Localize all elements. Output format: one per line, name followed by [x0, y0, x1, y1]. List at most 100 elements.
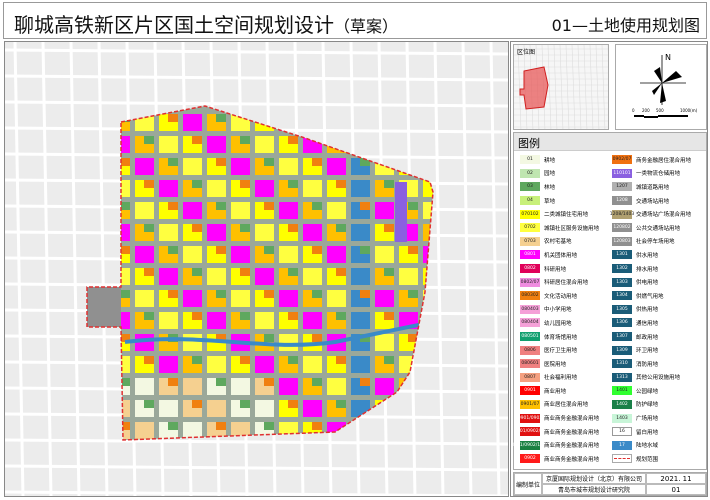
unit-label: 编制单位 [514, 473, 542, 495]
legend-item: 1208 交通场站用地 [612, 194, 708, 208]
legend-label: 园地 [544, 171, 556, 178]
land-parcel [255, 400, 274, 417]
legend-swatch: 080501 [520, 332, 540, 342]
land-parcel [384, 180, 394, 188]
land-parcel [168, 290, 178, 298]
legend-label: 陆地水域 [636, 443, 659, 450]
land-parcel [303, 400, 322, 417]
land-parcel [159, 400, 178, 417]
land-parcel [336, 268, 346, 276]
date: 2021. 11 [646, 473, 706, 484]
legend-swatch: 080404 [520, 318, 540, 328]
land-parcel [192, 356, 202, 364]
legend-swatch: 1305 [612, 304, 632, 314]
north-label: N [665, 53, 671, 62]
legend-label: 社会停车场用地 [636, 239, 675, 246]
legend-label: 供热用地 [636, 307, 659, 314]
legend-item: 0702 城镇社区服务设施用地 [520, 221, 616, 235]
land-parcel [159, 268, 178, 285]
legend-item: 1401 公园绿地 [612, 384, 708, 398]
land-parcel [144, 400, 154, 408]
land-parcel [312, 290, 322, 298]
legend-swatch: 0901/0902 [517, 413, 543, 423]
legend-label: 公共交通场站用地 [636, 225, 681, 232]
land-parcel [144, 180, 154, 188]
legend-swatch: 02 [520, 168, 540, 178]
land-parcel [327, 290, 346, 307]
land-parcel [240, 224, 250, 232]
legend-swatch: 1402 [612, 399, 632, 409]
legend-item: 080601 医院用地 [520, 357, 616, 371]
legend-column-right: 0902/07 商务金融居住混合用地 110101 一类物流仓储用地 1207 城镇道路用… [610, 153, 708, 466]
planning-boundary [86, 105, 434, 441]
land-parcel [255, 312, 274, 329]
legend-swatch [612, 454, 632, 464]
locator-highlight [519, 66, 549, 110]
legend-label: 城镇道路用地 [636, 184, 670, 191]
legend-label: 文化活动用地 [544, 293, 578, 300]
legend-label: 机关团体用地 [544, 252, 578, 259]
land-parcel [216, 246, 226, 254]
land-parcel [135, 202, 154, 219]
legend-item: 0802/07 科研居住混合用地 [520, 275, 616, 289]
legend-item: 080501 体育场馆用地 [520, 330, 616, 344]
land-parcel [375, 334, 394, 351]
legend-swatch: 070102 [520, 209, 540, 219]
land-parcel [216, 158, 226, 166]
land-parcel [312, 334, 322, 342]
legend-swatch: 0807 [520, 372, 540, 382]
land-parcel [279, 290, 298, 307]
land-parcel [255, 224, 274, 241]
legend-swatch: 1401 [612, 386, 632, 396]
land-parcel [135, 246, 154, 263]
land-parcel [279, 246, 298, 263]
land-parcel [183, 158, 202, 175]
legend-label: 城镇社区服务设施用地 [544, 225, 600, 232]
land-parcel [327, 202, 346, 219]
legend-label: 防护绿地 [636, 402, 659, 409]
legend-swatch: 1313 [612, 372, 632, 382]
land-parcel [288, 224, 298, 232]
land-parcel [231, 378, 250, 395]
land-parcel [288, 312, 298, 320]
land-parcel [159, 180, 178, 197]
legend-label: 中小学用地 [544, 307, 572, 314]
land-parcel [408, 334, 418, 342]
sheet-number: 01 [646, 484, 706, 495]
legend-label: 邮政用地 [636, 334, 659, 341]
legend-item: 0802 科研用地 [520, 262, 616, 276]
legend-label: 商业商务金融混合用地 [544, 456, 600, 463]
legend-label: 草地 [544, 198, 556, 205]
land-parcel [327, 378, 346, 395]
land-parcel [207, 400, 226, 417]
legend-label: 消防用地 [636, 361, 659, 368]
land-parcel [192, 400, 202, 408]
land-parcel [168, 378, 178, 386]
legend-label: 商业用地 [544, 388, 567, 395]
land-parcel [216, 114, 226, 122]
land-parcel [144, 268, 154, 276]
legend-item: 1303 供电用地 [612, 275, 708, 289]
legend-label: 农村宅基地 [544, 239, 572, 246]
land-parcel [279, 158, 298, 175]
scale-tick: 200 [642, 108, 650, 113]
legend-label: 供水用地 [636, 252, 659, 259]
land-parcel [384, 312, 394, 320]
locator-map: 区位图 [513, 44, 609, 130]
title-bar: 聊城高铁新区片区国土空间规划设计（草案） 01—土地使用规划图 [3, 2, 707, 39]
land-parcel [183, 114, 202, 131]
land-parcel [303, 224, 322, 241]
land-parcel [135, 158, 154, 175]
legend-label: 科研居住混合用地 [544, 280, 589, 287]
side-panel: 区位图 N 0 200 500 1000(m) 图例 01 耕地 02 园地 03 林地 0… [510, 41, 708, 497]
land-parcel [120, 334, 130, 342]
legend-item: 0807 社会福利用地 [520, 371, 616, 385]
land-parcel [423, 202, 433, 219]
legend-label: 商业商务金融混合用地 [544, 443, 600, 450]
legend-label: 环卫用地 [636, 348, 659, 355]
land-parcel [255, 268, 274, 285]
legend-item: 0901 商业用地 [520, 384, 616, 398]
land-use-map[interactable] [4, 41, 509, 497]
compass-scale: N 0 200 500 1000(m) [615, 44, 707, 130]
land-parcel [159, 136, 178, 153]
